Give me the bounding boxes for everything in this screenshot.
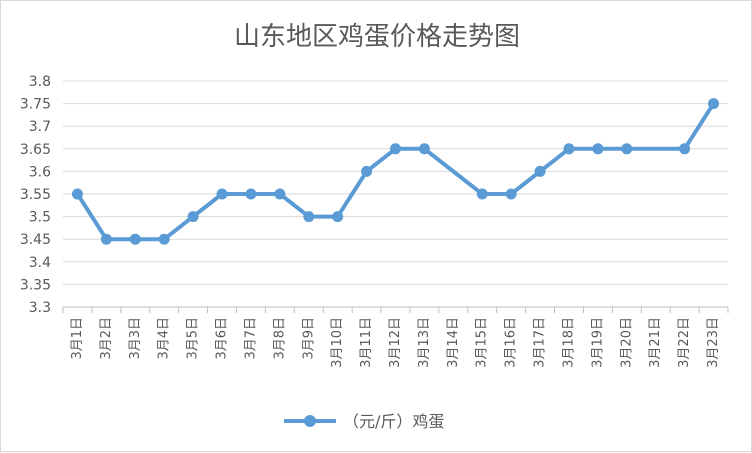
- legend: （元/斤）鸡蛋: [284, 412, 444, 431]
- y-tick-label: 3.8: [29, 74, 51, 90]
- x-tick-label: 3月12日: [388, 317, 403, 368]
- x-tick-label: 3月13日: [417, 317, 432, 368]
- x-tick-label: 3月2日: [99, 317, 114, 360]
- y-tick-label: 3.45: [20, 232, 51, 248]
- legend-label: （元/斤）鸡蛋: [343, 412, 444, 431]
- data-point: [216, 188, 228, 200]
- data-point: [592, 143, 604, 155]
- gridlines: [63, 80, 728, 308]
- data-point: [708, 98, 720, 110]
- y-tick-label: 3.75: [20, 97, 51, 113]
- x-tick-label: 3月16日: [504, 317, 519, 368]
- y-tick-label: 3.6: [29, 164, 51, 180]
- data-point: [418, 143, 430, 155]
- x-tick-label: 3月17日: [533, 317, 548, 368]
- data-point: [563, 143, 575, 155]
- x-tick-label: 3月5日: [186, 317, 201, 360]
- data-point: [274, 188, 286, 200]
- chart-title: 山东地区鸡蛋价格走势图: [234, 22, 520, 52]
- x-tick-label: 3月22日: [677, 317, 692, 368]
- x-tick-label: 3月14日: [446, 317, 461, 368]
- data-point: [621, 143, 633, 155]
- series-layer: [71, 98, 720, 245]
- x-tick-label: 3月3日: [128, 317, 143, 360]
- data-point: [534, 165, 546, 177]
- y-tick-label: 3.65: [20, 142, 51, 158]
- x-tick-label: 3月19日: [590, 317, 605, 368]
- x-axis: 3月1日 3月2日 3月3日 3月4日 3月5日 3月6日 3月7日 3月8日 3月9日 3月10…: [62, 307, 729, 368]
- y-tick-label: 3.35: [20, 277, 51, 293]
- x-tick-label: 3月15日: [475, 317, 490, 368]
- x-tick-label: 3月18日: [561, 317, 576, 368]
- data-point: [303, 211, 315, 223]
- x-tick-label: 3月8日: [272, 317, 287, 360]
- data-point: [505, 188, 517, 200]
- x-tick-label: 3月23日: [706, 317, 721, 368]
- data-point: [100, 233, 112, 245]
- y-tick-label: 3.4: [29, 255, 51, 271]
- x-tick-label: 3月4日: [157, 317, 172, 360]
- data-point: [158, 233, 170, 245]
- data-point: [361, 165, 373, 177]
- y-tick-label: 3.3: [29, 300, 51, 316]
- x-tick-label: 3月7日: [243, 317, 258, 360]
- legend-marker-swatch: [304, 415, 316, 427]
- y-axis: 3.3 3.35 3.4 3.45 3.5 3.55 3.6 3.65 3.7 3.75 3.8: [20, 74, 51, 316]
- x-tick-label: 3月9日: [301, 317, 316, 360]
- data-point: [679, 143, 691, 155]
- y-tick-label: 3.5: [29, 210, 51, 226]
- y-tick-label: 3.55: [20, 187, 51, 203]
- data-point: [187, 211, 199, 223]
- data-point: [71, 188, 83, 200]
- data-point: [476, 188, 488, 200]
- data-point: [129, 233, 141, 245]
- x-tick-label: 3月20日: [619, 317, 634, 368]
- x-tick-label: 3月1日: [70, 317, 85, 360]
- y-tick-label: 3.7: [29, 119, 51, 135]
- x-tick-label: 3月21日: [648, 317, 663, 368]
- x-tick-label: 3月6日: [215, 317, 230, 360]
- x-tick-label: 3月11日: [359, 317, 374, 368]
- data-point: [245, 188, 257, 200]
- data-point: [390, 143, 401, 155]
- data-point: [332, 211, 344, 223]
- x-tick-label: 3月10日: [330, 317, 345, 368]
